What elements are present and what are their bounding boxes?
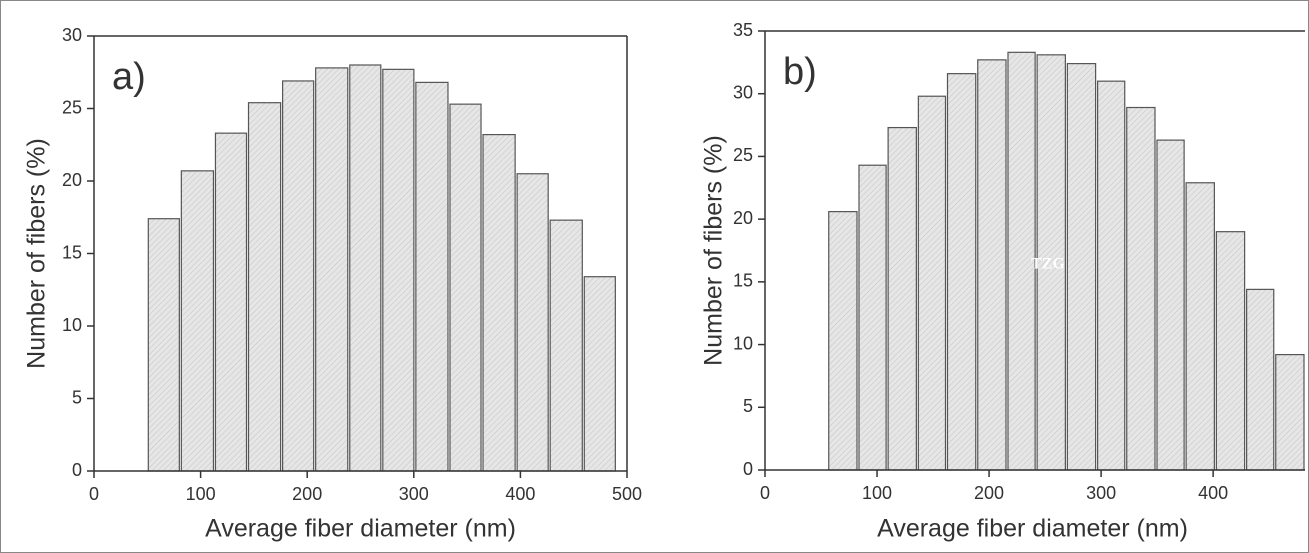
bar bbox=[449, 103, 482, 472]
bar bbox=[1066, 63, 1097, 471]
y-tick-label: 15 bbox=[733, 271, 753, 291]
bar bbox=[1275, 354, 1305, 471]
bar bbox=[887, 126, 917, 471]
y-tick-label: 15 bbox=[62, 242, 82, 262]
x-tick-label: 100 bbox=[862, 483, 892, 503]
bar bbox=[1126, 106, 1156, 471]
bar bbox=[828, 211, 858, 471]
x-tick-label: 300 bbox=[399, 484, 429, 504]
y-tick-label: 20 bbox=[733, 208, 753, 228]
x-tick-label: 400 bbox=[1198, 483, 1228, 503]
x-tick-label: 0 bbox=[89, 484, 99, 504]
bar bbox=[282, 80, 315, 472]
x-tick-label: 200 bbox=[292, 484, 322, 504]
y-tick-label: 10 bbox=[62, 315, 82, 335]
x-axis-title: Average fiber diameter (nm) bbox=[205, 515, 516, 543]
x-tick-label: 500 bbox=[612, 484, 642, 504]
y-tick-label: 30 bbox=[733, 82, 753, 102]
y-axis-title: Number of fibers (%) bbox=[700, 135, 728, 366]
bar bbox=[247, 102, 282, 472]
bar bbox=[549, 219, 583, 472]
bar bbox=[1215, 231, 1246, 471]
bar bbox=[858, 164, 887, 471]
y-tick-label: 5 bbox=[72, 387, 82, 407]
panel-label: a) bbox=[112, 56, 146, 98]
y-tick-label: 35 bbox=[733, 20, 753, 40]
bar bbox=[382, 68, 415, 472]
y-tick-label: 0 bbox=[743, 459, 753, 479]
bar bbox=[917, 95, 947, 471]
x-tick-label: 200 bbox=[974, 483, 1004, 503]
x-tick-label: 100 bbox=[186, 484, 216, 504]
bar bbox=[1097, 80, 1126, 471]
bar bbox=[214, 132, 248, 472]
y-axis-title: Number of fibers (%) bbox=[23, 138, 51, 369]
bar bbox=[946, 73, 977, 471]
x-axis-title: Average fiber diameter (nm) bbox=[877, 515, 1188, 543]
y-tick-label: 5 bbox=[743, 396, 753, 416]
bar bbox=[1036, 54, 1066, 471]
bar bbox=[147, 218, 180, 472]
y-tick-label: 30 bbox=[62, 25, 82, 45]
bar bbox=[349, 64, 382, 472]
bar bbox=[583, 276, 616, 472]
y-tick-label: 25 bbox=[733, 145, 753, 165]
y-tick-label: 20 bbox=[62, 170, 82, 190]
bar bbox=[516, 173, 549, 472]
bar bbox=[315, 67, 349, 472]
bar bbox=[180, 170, 215, 472]
y-tick-label: 10 bbox=[733, 333, 753, 353]
x-tick-label: 300 bbox=[1086, 483, 1116, 503]
x-tick-label: 400 bbox=[505, 484, 535, 504]
bar bbox=[1185, 182, 1215, 471]
y-tick-label: 0 bbox=[72, 460, 82, 480]
panel-label: b) bbox=[783, 51, 817, 93]
bar bbox=[1156, 139, 1185, 471]
bar bbox=[415, 81, 449, 472]
bar bbox=[482, 134, 516, 472]
y-tick-label: 25 bbox=[62, 97, 82, 117]
bar bbox=[977, 59, 1007, 471]
bar bbox=[1007, 51, 1036, 471]
bar bbox=[1246, 288, 1275, 471]
x-tick-label: 0 bbox=[760, 483, 770, 503]
watermark: TZG bbox=[1031, 256, 1065, 273]
